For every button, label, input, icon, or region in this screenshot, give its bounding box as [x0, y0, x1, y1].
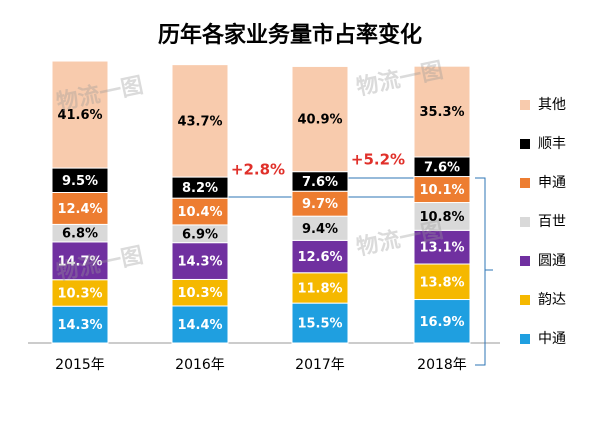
x-tick-label: 2016年: [175, 357, 225, 373]
bar-segment: [171, 305, 229, 344]
bar-segment: [413, 202, 471, 231]
data-label: 9.7%: [302, 197, 338, 212]
data-label: 40.9%: [297, 113, 342, 128]
data-label: 10.3%: [177, 286, 222, 301]
data-label: 43.7%: [177, 114, 222, 129]
x-tick-label: 2017年: [295, 357, 345, 373]
legend-label: 圆通: [538, 253, 566, 269]
data-label: 14.3%: [177, 255, 222, 270]
legend-swatch: [520, 100, 530, 110]
legend-label: 中通: [538, 331, 566, 347]
data-label: 10.3%: [57, 286, 102, 301]
data-label: 14.4%: [177, 318, 222, 333]
bar-segment: [51, 60, 109, 169]
bar-segment: [413, 65, 471, 158]
data-label: 11.8%: [297, 281, 342, 296]
data-label: 6.9%: [182, 227, 218, 242]
data-label: 10.8%: [419, 210, 464, 225]
bar-segment: [291, 65, 349, 173]
bar-segment: [51, 241, 109, 281]
legend-swatch: [520, 334, 530, 344]
bar-segment: [413, 263, 471, 301]
bar-segment: [171, 197, 229, 226]
data-label: 14.7%: [57, 254, 102, 269]
bar-segment: [291, 239, 349, 274]
legend-label: 百世: [538, 214, 566, 230]
bar-segment: [171, 278, 229, 307]
bar-segment: [171, 64, 229, 178]
data-label: 9.5%: [62, 174, 98, 189]
legend-swatch: [520, 256, 530, 266]
data-label: 16.9%: [419, 315, 464, 330]
data-label: 6.8%: [62, 227, 98, 242]
bracket: [475, 177, 493, 366]
x-tick-label: 2015年: [55, 357, 105, 373]
data-label: 9.4%: [302, 222, 338, 237]
annotation: +5.2%: [351, 151, 405, 169]
data-label: 10.4%: [177, 205, 222, 220]
legend-label: 申通: [538, 175, 566, 191]
data-label: 13.1%: [419, 241, 464, 256]
bar-segment: [413, 176, 471, 204]
bar-segment: [413, 299, 471, 344]
data-label: 8.2%: [182, 181, 218, 196]
legend-swatch: [520, 178, 530, 188]
data-label: 14.3%: [57, 318, 102, 333]
data-label: 15.5%: [297, 317, 342, 332]
bar-segment: [171, 242, 229, 280]
bar-segment: [51, 305, 109, 344]
annotation: +2.8%: [231, 161, 285, 179]
legend-swatch: [520, 295, 530, 305]
legend-label: 其他: [538, 97, 566, 113]
data-label: 12.6%: [297, 250, 342, 265]
data-label: 35.3%: [419, 105, 464, 120]
data-label: 41.6%: [57, 108, 102, 123]
legend-label: 顺丰: [538, 136, 566, 152]
bar-segment: [291, 302, 349, 344]
bar-segment: [291, 215, 349, 241]
data-label: 12.4%: [57, 202, 102, 217]
x-tick-label: 2018年: [417, 357, 467, 373]
chart-title: 历年各家业务量市占率变化: [158, 22, 422, 48]
data-label: 7.6%: [424, 160, 460, 175]
data-label: 13.8%: [419, 275, 464, 290]
legend-swatch: [520, 217, 530, 227]
legend-label: 韵达: [538, 292, 566, 308]
data-label: 10.1%: [419, 183, 464, 198]
data-label: 7.6%: [302, 175, 338, 190]
legend-swatch: [520, 139, 530, 149]
